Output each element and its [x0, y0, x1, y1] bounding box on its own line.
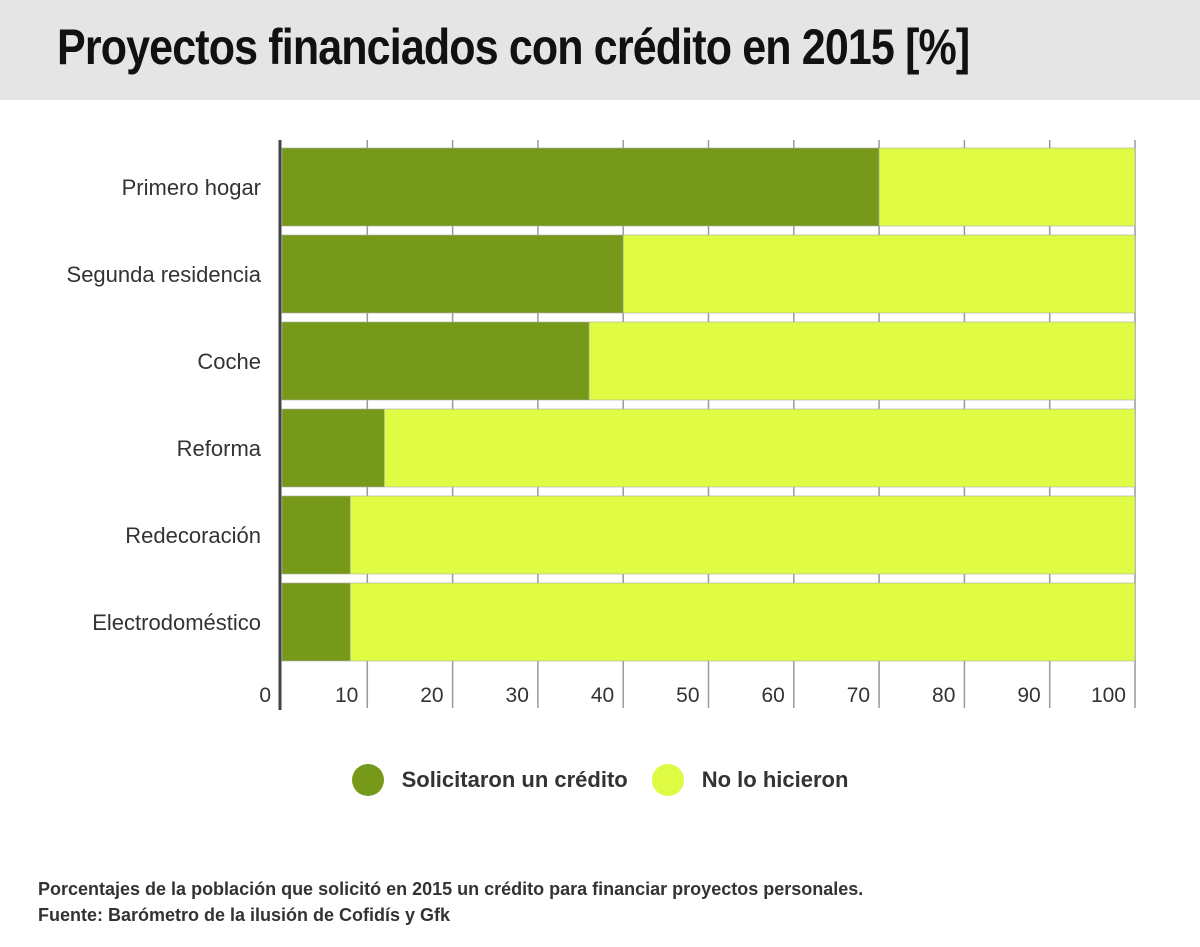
bar-no-lo-hicieron [349, 582, 1136, 662]
x-tick-label: 0 [259, 684, 271, 707]
x-tick-label: 20 [420, 684, 443, 707]
legend-swatch-lime [651, 764, 684, 796]
category-label: Segunda residencia [67, 262, 262, 287]
x-tick-label: 50 [676, 684, 699, 707]
legend-swatch-dark-green [351, 764, 384, 796]
footnote: Porcentajes de la población que solicitó… [38, 876, 863, 928]
chart-title: Proyectos financiados con crédito en 201… [57, 19, 970, 75]
x-tick-label: 60 [761, 684, 784, 707]
bar-solicitaron [281, 234, 624, 314]
legend-label: Solicitaron un crédito [401, 767, 628, 792]
category-label: Electrodoméstico [92, 610, 261, 635]
bar-solicitaron [281, 147, 880, 227]
bar-no-lo-hicieron [384, 408, 1136, 488]
legend-label: No lo hicieron [701, 767, 849, 792]
category-label: Redecoración [125, 523, 261, 548]
bar-no-lo-hicieron [588, 321, 1136, 401]
category-label: Primero hogar [122, 175, 261, 200]
x-tick-label: 90 [1017, 684, 1040, 707]
bar-solicitaron [281, 582, 351, 662]
bar-no-lo-hicieron [349, 495, 1136, 575]
x-tick-label: 70 [847, 684, 870, 707]
category-label: Reforma [177, 436, 262, 461]
bar-solicitaron [281, 495, 351, 575]
bar-no-lo-hicieron [622, 234, 1136, 314]
description-note: Porcentajes de la población que solicitó… [38, 879, 864, 899]
x-tick-label: 40 [591, 684, 614, 707]
bar-solicitaron [281, 408, 385, 488]
x-tick-label: 80 [932, 684, 955, 707]
bar-no-lo-hicieron [878, 147, 1136, 227]
legend: Solicitaron un crédito No lo hicieron [0, 764, 1200, 796]
legend-item-solicitaron: Solicitaron un crédito [351, 764, 628, 796]
source-note: Fuente: Barómetro de la ilusión de Cofid… [38, 905, 451, 925]
x-tick-label: 30 [506, 684, 529, 707]
legend-item-no-lo-hicieron: No lo hicieron [651, 764, 849, 796]
title-bar: Proyectos financiados con crédito en 201… [0, 0, 1200, 100]
x-tick-label: 100 [1091, 684, 1126, 707]
category-label: Coche [197, 349, 261, 374]
bar-solicitaron [281, 321, 590, 401]
x-tick-label: 10 [335, 684, 358, 707]
